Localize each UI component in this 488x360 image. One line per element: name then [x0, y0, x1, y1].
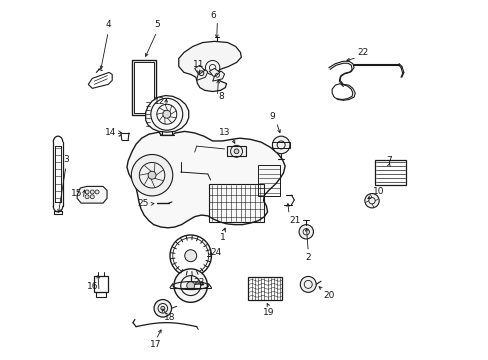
- Text: 6: 6: [210, 11, 216, 20]
- Text: 18: 18: [163, 313, 175, 322]
- Text: 7: 7: [385, 156, 391, 165]
- Bar: [258, 165, 280, 196]
- Polygon shape: [145, 95, 188, 132]
- Circle shape: [174, 269, 207, 302]
- Text: 5: 5: [154, 21, 160, 30]
- Circle shape: [131, 154, 172, 196]
- Text: 22: 22: [357, 48, 368, 57]
- Bar: [374, 160, 406, 185]
- Circle shape: [300, 276, 316, 292]
- Bar: [94, 276, 108, 292]
- Text: 8: 8: [218, 92, 224, 101]
- Circle shape: [161, 306, 164, 310]
- Bar: [132, 60, 156, 116]
- Circle shape: [85, 190, 89, 194]
- Text: 24: 24: [210, 248, 221, 257]
- Text: 16: 16: [86, 282, 98, 291]
- Polygon shape: [179, 41, 241, 91]
- Bar: [226, 146, 246, 156]
- Text: 2: 2: [305, 252, 310, 261]
- Polygon shape: [77, 186, 107, 203]
- Text: 15: 15: [71, 189, 82, 198]
- Text: 10: 10: [372, 187, 384, 196]
- Circle shape: [186, 282, 194, 289]
- Text: 1: 1: [219, 233, 225, 242]
- Circle shape: [148, 171, 156, 179]
- Text: 12: 12: [154, 97, 165, 106]
- Circle shape: [163, 110, 170, 118]
- Circle shape: [90, 195, 94, 199]
- Circle shape: [299, 225, 313, 239]
- Circle shape: [184, 250, 196, 262]
- Text: 21: 21: [288, 216, 300, 225]
- Text: 25: 25: [137, 199, 148, 208]
- Text: 4: 4: [105, 21, 111, 30]
- Circle shape: [234, 149, 239, 154]
- Text: 9: 9: [269, 112, 275, 121]
- Bar: [208, 184, 264, 222]
- Text: 14: 14: [104, 128, 116, 137]
- Text: 19: 19: [262, 308, 274, 317]
- Text: 17: 17: [149, 340, 161, 349]
- Text: 13: 13: [219, 128, 230, 137]
- Circle shape: [272, 136, 289, 154]
- Bar: [134, 62, 154, 113]
- Circle shape: [95, 190, 99, 194]
- Circle shape: [364, 194, 378, 208]
- Circle shape: [85, 195, 89, 199]
- Text: 11: 11: [193, 60, 204, 69]
- Polygon shape: [209, 68, 219, 76]
- Text: 23: 23: [193, 278, 204, 287]
- Text: 3: 3: [63, 155, 69, 164]
- Polygon shape: [194, 65, 204, 75]
- Bar: [248, 277, 282, 300]
- Text: 20: 20: [323, 291, 334, 300]
- Polygon shape: [212, 71, 224, 81]
- Circle shape: [90, 190, 94, 194]
- Circle shape: [154, 300, 171, 317]
- Polygon shape: [127, 131, 285, 228]
- Bar: [96, 292, 105, 297]
- Polygon shape: [196, 69, 207, 80]
- Bar: [272, 142, 289, 148]
